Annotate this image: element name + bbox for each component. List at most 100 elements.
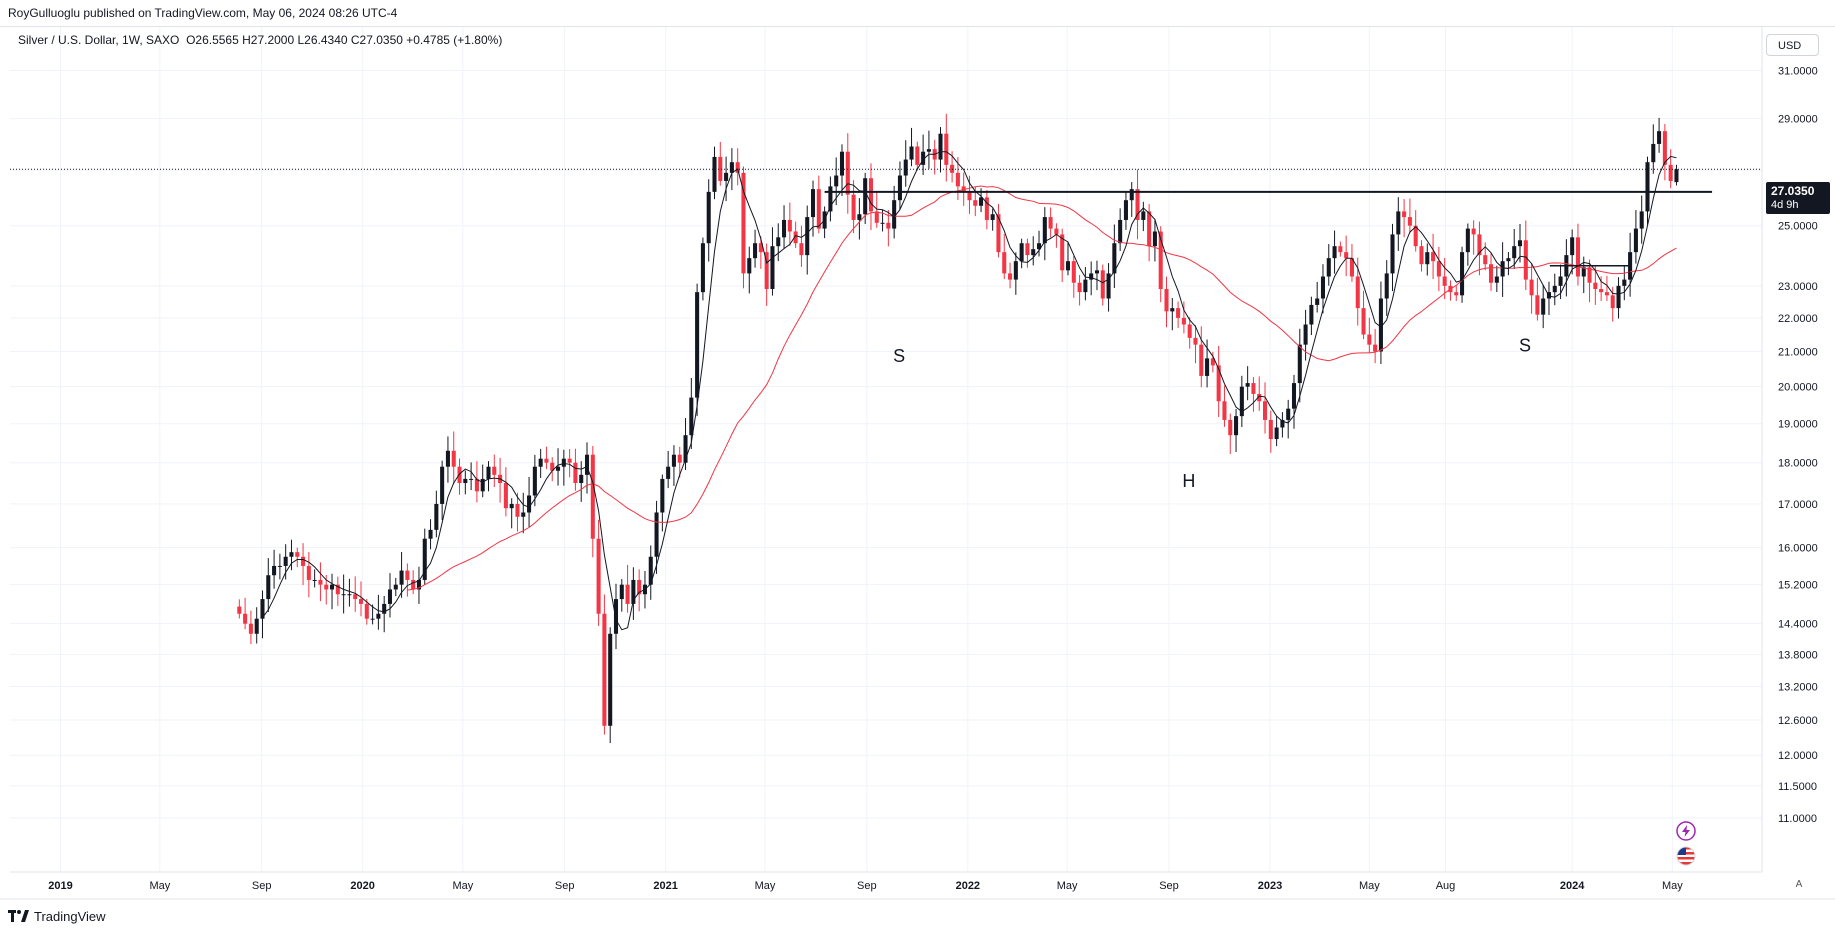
candle-body: [816, 189, 821, 229]
candle-body: [1013, 261, 1018, 280]
price-tick-label: 19.0000: [1778, 419, 1818, 431]
candle-body: [590, 454, 595, 539]
candle-body: [1633, 228, 1638, 253]
candle-body: [903, 159, 908, 176]
symbol-label: Silver / U.S. Dollar, 1W, SAXO: [18, 33, 180, 47]
price-tick-label: 25.0000: [1778, 221, 1818, 233]
candle-body: [1083, 279, 1088, 293]
candle-body: [1048, 217, 1053, 229]
candle-body: [1419, 246, 1424, 265]
candle-body: [440, 466, 445, 504]
sma-slow-line: [407, 185, 1677, 591]
candle-body: [1541, 298, 1546, 315]
auto-scale-button[interactable]: A: [1795, 879, 1803, 890]
candle-body: [741, 172, 746, 274]
candle-body: [1042, 217, 1047, 244]
currency-button[interactable]: USD: [1766, 34, 1819, 56]
candle-body: [619, 584, 624, 600]
candle-body: [1668, 164, 1673, 181]
bar-countdown: 4d 9h: [1771, 199, 1799, 211]
bolt-icon[interactable]: [1676, 821, 1696, 841]
candle-body: [295, 552, 300, 557]
price-tick-label: 11.5000: [1778, 781, 1817, 793]
candle-body: [1262, 401, 1268, 420]
candle-body: [324, 584, 329, 590]
candle-body: [1257, 393, 1262, 402]
candle-body: [1355, 276, 1360, 309]
candle-body: [405, 570, 410, 580]
candle-body: [625, 584, 630, 604]
range-box-line: [1549, 264, 1631, 280]
candle-body: [689, 397, 694, 436]
candle-body: [1407, 217, 1412, 226]
candle-body: [1222, 401, 1227, 420]
price-tick-label: 12.6000: [1778, 715, 1818, 727]
candle-body: [301, 556, 306, 566]
candle-body: [637, 579, 642, 595]
candle-body: [1199, 344, 1204, 376]
candle-body: [364, 603, 369, 619]
candle-body: [335, 584, 340, 595]
candle-body: [556, 466, 561, 471]
price-chart[interactable]: S H S 11.0000 11.5000 12.0000 12.6000 13.2000 13…: [0, 27, 1835, 900]
candle-body: [718, 156, 723, 181]
candle-body: [735, 162, 740, 173]
candle-body: [330, 584, 335, 590]
candle-body: [283, 556, 288, 566]
candle-body: [729, 162, 734, 173]
time-tick-label: 2024: [1560, 880, 1585, 892]
time-tick-label: Sep: [1159, 880, 1179, 892]
candle-body: [1442, 276, 1447, 286]
time-tick-label: Sep: [555, 880, 575, 892]
candle-body: [1639, 211, 1644, 229]
tradingview-logo[interactable]: TradingView: [8, 906, 106, 926]
time-tick-label: 2021: [653, 880, 677, 892]
candle-body: [1187, 324, 1192, 338]
candle-body: [492, 466, 497, 475]
candle-body: [602, 613, 607, 726]
candle-body: [561, 458, 566, 467]
price-tick-label: 14.4000: [1778, 619, 1818, 631]
candle-body: [1384, 273, 1389, 299]
candle-body: [1320, 276, 1326, 299]
price-tick-label: 12.0000: [1778, 750, 1818, 762]
candle-body: [868, 178, 873, 212]
candle-body: [1402, 211, 1407, 218]
candle-body: [370, 618, 375, 620]
candle-body: [892, 200, 897, 229]
candle-body: [573, 462, 578, 484]
candle-body: [318, 579, 323, 585]
candle-body: [1129, 189, 1134, 201]
candle-body: [753, 243, 758, 259]
us-flag-icon[interactable]: [1676, 846, 1696, 866]
candle-body: [1234, 416, 1239, 436]
candle-body: [1106, 273, 1111, 299]
candle-body: [596, 538, 601, 614]
candle-body: [700, 243, 705, 293]
candle-body: [393, 584, 398, 590]
candle-body: [834, 175, 839, 187]
candle-body: [897, 175, 902, 201]
candle-body: [787, 219, 792, 232]
candle-body: [666, 466, 671, 479]
top-divider: [0, 26, 1835, 27]
candle-body: [979, 197, 984, 206]
candle-body: [254, 618, 259, 634]
candle-body: [341, 594, 346, 596]
candle-body: [1413, 225, 1418, 247]
candle-body: [1193, 337, 1198, 345]
candle-body: [1517, 240, 1523, 247]
candle-body: [770, 246, 775, 289]
time-tick-label: Sep: [857, 880, 877, 892]
candle-body: [1378, 298, 1383, 352]
candle-body: [1552, 285, 1557, 293]
price-tick-label: 23.0000: [1778, 281, 1818, 293]
candle-body: [1570, 237, 1575, 256]
candle-body: [608, 633, 613, 726]
candle-body: [1622, 279, 1627, 286]
candle-body: [1338, 246, 1343, 253]
last-price-badge: 27.0350 4d 9h: [1766, 182, 1830, 214]
candle-body: [1135, 189, 1140, 220]
candle-body: [938, 133, 943, 160]
candle-body: [955, 172, 960, 187]
